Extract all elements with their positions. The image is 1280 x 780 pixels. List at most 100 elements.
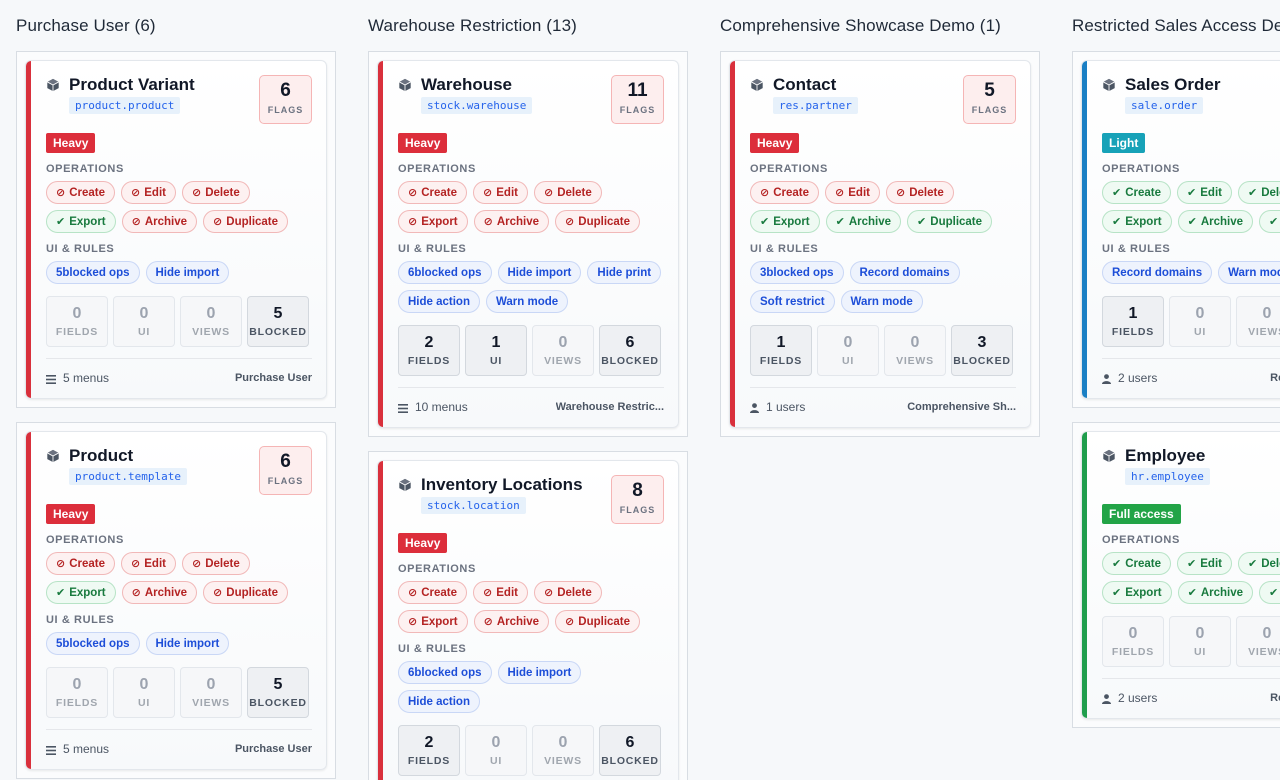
footer-count: 10 menus bbox=[398, 400, 468, 414]
rule-chip[interactable]: Warn mode bbox=[840, 290, 923, 313]
model-card[interactable]: Contact res.partner 5 FLAGS Heavy OPERATIONS ⊘… bbox=[729, 60, 1031, 428]
model-card[interactable]: Sales Order sale.order Light OPERATIONS ✔ Cre… bbox=[1081, 60, 1280, 399]
operation-chip-edit[interactable]: ⊘ Edit bbox=[121, 181, 176, 204]
card-container: Product Variant product.product 6 FLAGS Heav… bbox=[16, 51, 336, 408]
rule-chip[interactable]: Soft restrict bbox=[750, 290, 835, 313]
operation-chip-export[interactable]: ⊘ Export bbox=[398, 610, 468, 633]
operation-chip-edit[interactable]: ✔ Edit bbox=[1177, 552, 1232, 575]
card-accent-bar bbox=[1082, 61, 1087, 398]
stat-value: 0 bbox=[558, 734, 568, 751]
rule-chip[interactable]: Record domains bbox=[849, 261, 960, 284]
operation-chip-export[interactable]: ✔ Export bbox=[750, 210, 820, 233]
rule-chip[interactable]: Hide import bbox=[497, 661, 582, 684]
model-card[interactable]: Warehouse stock.warehouse 11 FLAGS Heavy OPER… bbox=[377, 60, 679, 428]
operation-chip-create[interactable]: ⊘ Create bbox=[750, 181, 820, 204]
operation-chip-edit[interactable]: ⊘ Edit bbox=[473, 581, 528, 604]
user-icon bbox=[750, 402, 759, 413]
operation-chip-archive[interactable]: ✔ Archive bbox=[1177, 210, 1254, 233]
operation-chip-delete[interactable]: ⊘ Delete bbox=[885, 181, 954, 204]
operation-chip-duplicate[interactable]: ⊘ Duplicate bbox=[203, 581, 289, 604]
operation-chip-edit[interactable]: ⊘ Edit bbox=[121, 552, 176, 575]
rule-chip[interactable]: Warn mode bbox=[1218, 261, 1280, 284]
card-header: Employee hr.employee bbox=[1102, 446, 1280, 502]
rule-chip[interactable]: 6blocked ops bbox=[398, 261, 492, 284]
operation-chip-edit[interactable]: ⊘ Edit bbox=[473, 181, 528, 204]
operation-chip-delete[interactable]: ✔Delete bbox=[1237, 181, 1280, 204]
rule-chip[interactable]: Hide print bbox=[587, 261, 662, 284]
operation-chip-create[interactable]: ⊘ Create bbox=[46, 181, 116, 204]
stat-views: 0 VIEWS bbox=[532, 725, 594, 776]
operation-chip-delete[interactable]: ⊘ Delete bbox=[533, 581, 602, 604]
rule-chip[interactable]: 6blocked ops bbox=[398, 661, 492, 684]
operation-chip-create[interactable]: ✔ Create bbox=[1102, 181, 1172, 204]
stat-value: 0 bbox=[843, 334, 853, 351]
cube-icon bbox=[1102, 449, 1116, 463]
blocked-icon: ⊘ bbox=[565, 216, 575, 228]
rule-chip[interactable]: Hide import bbox=[145, 632, 230, 655]
operation-chip-create[interactable]: ⊘ Create bbox=[398, 581, 468, 604]
check-icon: ✔ bbox=[1112, 216, 1122, 228]
operation-label: Duplicate bbox=[578, 615, 631, 628]
operation-chip-archive[interactable]: ✔ Archive bbox=[1177, 581, 1254, 604]
operation-chip-delete[interactable]: ✔Delete bbox=[1237, 552, 1280, 575]
operation-chip-archive[interactable]: ⊘ Archive bbox=[121, 581, 198, 604]
operation-chip-create[interactable]: ✔ Create bbox=[1102, 552, 1172, 575]
operation-label: Edit bbox=[496, 186, 518, 199]
rule-chip[interactable]: Record domains bbox=[1102, 261, 1213, 284]
rule-chip[interactable]: Warn mode bbox=[485, 290, 569, 313]
operation-chip-export[interactable]: ✔ Export bbox=[1102, 581, 1172, 604]
rule-chip[interactable]: Hide import bbox=[497, 261, 582, 284]
flags-counter: 11 FLAGS bbox=[611, 75, 664, 124]
operation-chip-export[interactable]: ✔ Export bbox=[1102, 210, 1172, 233]
model-card[interactable]: Product Variant product.product 6 FLAGS Heav… bbox=[25, 60, 327, 399]
operation-chip-create[interactable]: ⊘ Create bbox=[398, 181, 468, 204]
rule-chip[interactable]: Hide import bbox=[145, 261, 230, 284]
operation-chip-edit[interactable]: ⊘ Edit bbox=[825, 181, 880, 204]
operation-chip-duplicate[interactable]: ✔Duplicate bbox=[1259, 210, 1280, 233]
menu-icon bbox=[46, 373, 56, 384]
operation-chip-delete[interactable]: ⊘ Delete bbox=[181, 552, 250, 575]
operation-chip-edit[interactable]: ✔ Edit bbox=[1177, 181, 1232, 204]
stat-views: 0 VIEWS bbox=[1236, 616, 1280, 667]
stat-label: UI bbox=[841, 355, 855, 367]
operation-label: Archive bbox=[1200, 586, 1244, 599]
operation-chip-duplicate[interactable]: ⊘ Duplicate bbox=[555, 210, 641, 233]
operation-chip-export[interactable]: ✔ Export bbox=[46, 210, 116, 233]
operation-chip-archive[interactable]: ✔ Archive bbox=[825, 210, 902, 233]
stat-value: 1 bbox=[776, 334, 786, 351]
blocked-icon: ⊘ bbox=[760, 187, 770, 199]
operation-chip-archive[interactable]: ⊘ Archive bbox=[473, 610, 550, 633]
stat-value: 0 bbox=[1195, 305, 1205, 322]
model-card[interactable]: Inventory Locations stock.location 8 FLAGS H… bbox=[377, 460, 679, 780]
stat-value: 6 bbox=[625, 334, 635, 351]
rule-chip[interactable]: Hide action bbox=[398, 690, 480, 713]
operations-chips: ⊘ Create ⊘ Edit ⊘ Delete ✔ Export ⊘ Archive ⊘ Dupli… bbox=[46, 552, 312, 604]
check-icon: ✔ bbox=[1187, 558, 1197, 570]
operation-chip-duplicate[interactable]: ✔Duplicate bbox=[907, 210, 993, 233]
operation-chip-delete[interactable]: ⊘ Delete bbox=[533, 181, 602, 204]
operation-chip-delete[interactable]: ⊘ Delete bbox=[181, 181, 250, 204]
operation-chip-archive[interactable]: ⊘ Archive bbox=[473, 210, 550, 233]
model-name: sale.order bbox=[1125, 97, 1204, 114]
rule-chip[interactable]: Hide action bbox=[398, 290, 480, 313]
operation-chip-duplicate[interactable]: ✔Duplicate bbox=[1259, 581, 1280, 604]
rules-chips: 5blocked ops Hide import bbox=[46, 261, 312, 284]
stat-blocked: 6 BLOCKED bbox=[599, 325, 661, 376]
model-card[interactable]: Employee hr.employee Full access OPERATIONS… bbox=[1081, 431, 1280, 719]
column-title: Comprehensive Showcase Demo (1) bbox=[720, 16, 1001, 35]
rule-chip[interactable]: 5blocked ops bbox=[46, 632, 140, 655]
stats-row: 2 FIELDS 0 UI 0 VIEWS 6 BLOCKED bbox=[398, 725, 664, 776]
operation-chip-export[interactable]: ✔ Export bbox=[46, 581, 116, 604]
model-card[interactable]: Product product.template 6 FLAGS Heavy OPERAT… bbox=[25, 431, 327, 770]
stats-row: 0 FIELDS 0 UI 0 VIEWS 5 BLOCKED bbox=[46, 667, 312, 718]
model-name: product.product bbox=[69, 97, 181, 114]
footer-count-text: 1 users bbox=[766, 399, 806, 414]
rule-chip[interactable]: 3blocked ops bbox=[750, 261, 844, 284]
operation-chip-create[interactable]: ⊘ Create bbox=[46, 552, 116, 575]
operation-chip-duplicate[interactable]: ⊘ Duplicate bbox=[203, 210, 289, 233]
operation-chip-export[interactable]: ⊘ Export bbox=[398, 210, 468, 233]
rule-chip[interactable]: 5blocked ops bbox=[46, 261, 140, 284]
check-icon: ✔ bbox=[1112, 558, 1122, 570]
operation-chip-archive[interactable]: ⊘ Archive bbox=[121, 210, 198, 233]
operation-chip-duplicate[interactable]: ⊘ Duplicate bbox=[555, 610, 641, 633]
